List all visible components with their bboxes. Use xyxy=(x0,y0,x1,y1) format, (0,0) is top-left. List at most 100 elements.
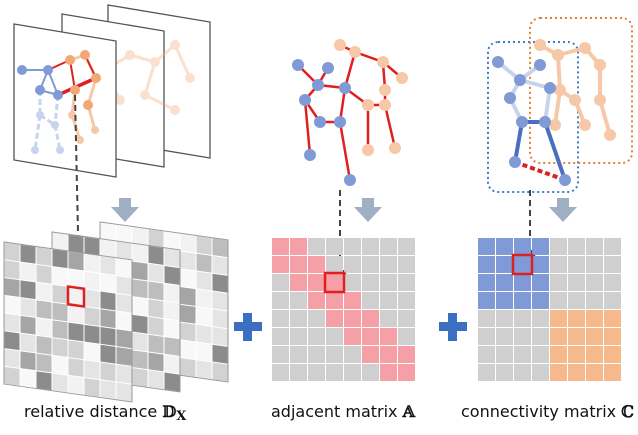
connectivity-cell xyxy=(568,328,585,345)
distance-cell xyxy=(132,227,148,246)
connectivity-cell xyxy=(604,346,621,363)
distance-cell xyxy=(148,263,164,283)
distance-cell xyxy=(116,293,132,313)
distance-cell xyxy=(20,315,36,335)
distance-cell xyxy=(20,369,36,388)
adjacency-cell xyxy=(326,256,343,273)
down-arrow-icon xyxy=(354,198,382,222)
distance-cell xyxy=(36,264,52,284)
connectivity-cell xyxy=(496,346,513,363)
distance-cell xyxy=(52,373,68,393)
distance-cell xyxy=(212,273,228,293)
distance-cell xyxy=(36,318,52,337)
connectivity-cell xyxy=(550,238,567,255)
distance-cell xyxy=(148,281,164,301)
distance-cell xyxy=(164,248,180,268)
connectivity-cell xyxy=(550,274,567,291)
connectivity-cell xyxy=(586,292,603,309)
distance-cell xyxy=(132,350,148,370)
distance-cell xyxy=(4,242,20,262)
distance-cell xyxy=(212,327,228,346)
adjacency-cell xyxy=(326,346,343,363)
adjacency-cell xyxy=(308,310,325,327)
adjacency-cell xyxy=(290,346,307,363)
connectivity-cell xyxy=(514,292,531,309)
adjacency-cell xyxy=(308,328,325,345)
distance-cell xyxy=(36,282,52,302)
highlight-cell xyxy=(511,253,534,276)
distance-cell xyxy=(148,299,164,319)
adjacency-cell xyxy=(362,274,379,291)
connectivity-cell xyxy=(514,274,531,291)
distance-cell xyxy=(180,322,196,342)
front-frame-skeletons xyxy=(17,50,101,154)
distance-cell xyxy=(52,284,68,304)
connectivity-cell xyxy=(568,274,585,291)
connectivity-cell xyxy=(550,292,567,309)
distance-cell xyxy=(100,256,116,275)
connectivity-matrix xyxy=(478,238,621,381)
distance-cell xyxy=(68,287,84,306)
distance-cell xyxy=(132,332,148,352)
adjacency-cell xyxy=(362,256,379,273)
distance-cell xyxy=(132,279,148,299)
distance-cell xyxy=(116,258,132,278)
distance-cell xyxy=(100,239,116,259)
distance-cell xyxy=(100,380,116,400)
connectivity-cell xyxy=(532,256,549,273)
distance-cell xyxy=(148,229,164,249)
distance-cell xyxy=(36,247,52,266)
adjacency-cell xyxy=(380,346,397,363)
connectivity-cell xyxy=(514,238,531,255)
distance-cell xyxy=(132,243,148,263)
distance-cell xyxy=(196,289,212,309)
adjacency-cell xyxy=(362,292,379,309)
distance-cell xyxy=(180,287,196,306)
distance-cell xyxy=(36,300,52,320)
adjacency-cell xyxy=(272,256,289,273)
connectivity-cell xyxy=(586,346,603,363)
connectivity-cell xyxy=(568,364,585,381)
connectivity-cell xyxy=(496,292,513,309)
distance-cell xyxy=(116,382,132,402)
distance-cell xyxy=(180,269,196,289)
connectivity-cell xyxy=(604,292,621,309)
connectivity-cell xyxy=(604,364,621,381)
distance-cell xyxy=(148,352,164,372)
distance-cell xyxy=(116,311,132,331)
adjacency-cell xyxy=(344,238,361,255)
distance-cell xyxy=(84,289,100,309)
adjacent-matrix xyxy=(272,238,415,381)
adjacency-cell xyxy=(398,310,415,327)
adjacency-cell xyxy=(290,310,307,327)
distance-cell xyxy=(4,260,20,280)
adjacency-cell xyxy=(272,274,289,291)
distance-cell xyxy=(180,251,196,271)
distance-cell xyxy=(100,309,116,329)
connectivity-cell xyxy=(532,274,549,291)
connectivity-cell xyxy=(586,238,603,255)
distance-cell xyxy=(84,307,100,326)
adjacency-cell xyxy=(308,238,325,255)
distance-cell xyxy=(20,280,36,300)
distance-cell xyxy=(100,362,116,382)
distance-cell xyxy=(84,342,100,362)
distance-cell xyxy=(52,249,68,269)
distance-cell xyxy=(132,261,148,281)
connectivity-cell xyxy=(532,310,549,327)
plus-icon xyxy=(439,313,467,341)
distance-cell xyxy=(100,344,116,364)
distance-cell xyxy=(164,266,180,285)
connectivity-cell xyxy=(478,238,495,255)
distance-cell xyxy=(52,355,68,375)
distance-cell xyxy=(196,253,212,273)
distance-cell xyxy=(4,349,20,368)
distance-cell xyxy=(148,370,164,390)
distance-cell xyxy=(68,234,84,254)
caption-adjacent-matrix: adjacent matrix 𝔸 xyxy=(271,402,415,421)
distance-cell xyxy=(36,371,52,391)
caption-subscript: X xyxy=(176,409,187,424)
distance-cell xyxy=(20,351,36,371)
distance-cell xyxy=(4,331,20,351)
